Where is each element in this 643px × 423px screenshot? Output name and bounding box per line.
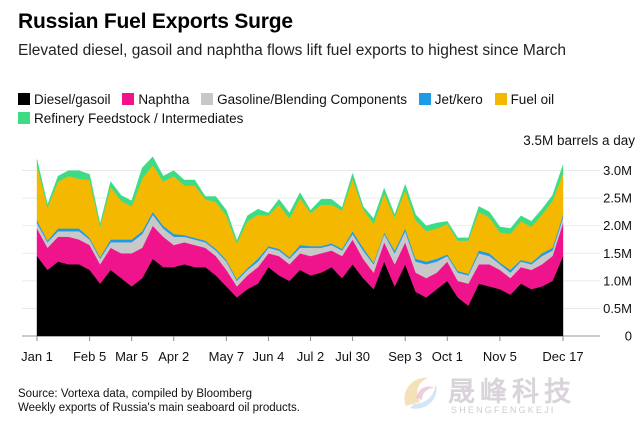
x-tick-label: Jul 2 xyxy=(297,349,324,364)
legend-label-diesel: Diesel/gasoil xyxy=(34,92,111,107)
watermark-subtext: SHENGFENGKEJI xyxy=(451,405,556,415)
y-tick-labels: 0 0.5M 1.0M 1.5M 2.0M 2.5M 3.0M xyxy=(603,163,632,343)
x-tick-label: Nov 5 xyxy=(483,349,517,364)
legend-item-diesel: Diesel/gasoil xyxy=(18,90,111,109)
x-tick-label: Jan 1 xyxy=(21,349,53,364)
x-tick-label: Mar 5 xyxy=(115,349,148,364)
legend-swatch-fuel-oil xyxy=(494,93,507,105)
x-tick-label: Oct 1 xyxy=(432,349,463,364)
x-tick-labels: Jan 1 Feb 5 Mar 5 Apr 2 May 7 Jun 4 Jul 2 Jul 3… xyxy=(21,336,584,364)
x-tick-label: Jul 30 xyxy=(335,349,370,364)
watermark-text: 晟峰科技 xyxy=(448,377,576,408)
legend-swatch-gasoline xyxy=(201,93,214,105)
x-tick-label: Apr 2 xyxy=(158,349,189,364)
y-tick-label: 1.5M xyxy=(603,246,632,261)
source-note: Source: Vortexa data, compiled by Bloomb… xyxy=(18,387,300,415)
x-tick-label: Dec 17 xyxy=(542,349,583,364)
watermark-swirl-icon xyxy=(404,377,437,409)
legend-item-jet: Jet/kero xyxy=(418,90,483,109)
y-tick-label: 1.0M xyxy=(603,273,632,288)
legend: Diesel/gasoil Naphtha Gasoline/Blending … xyxy=(18,90,618,128)
legend-label-jet: Jet/kero xyxy=(434,92,483,107)
legend-swatch-naphtha xyxy=(122,93,135,105)
series-area-feedstock xyxy=(36,156,564,244)
x-tick-label: Sep 3 xyxy=(388,349,422,364)
chart-title: Russian Fuel Exports Surge xyxy=(18,10,293,33)
legend-swatch-feedstock xyxy=(18,112,30,124)
y-tick-label: 0.5M xyxy=(603,301,632,316)
legend-label-fuel-oil: Fuel oil xyxy=(510,92,555,107)
legend-item-naphtha: Naphtha xyxy=(122,90,189,109)
y-tick-label: 2.5M xyxy=(603,191,632,206)
x-tick-label: Feb 5 xyxy=(73,349,106,364)
chart-subtitle: Elevated diesel, gasoil and naphtha flow… xyxy=(18,42,566,59)
watermark-logo: 晟峰科技 SHENGFENGKEJI xyxy=(396,368,636,420)
x-tick-label: May 7 xyxy=(209,349,244,364)
legend-label-gasoline: Gasoline/Blending Components xyxy=(217,92,407,107)
series-areas xyxy=(36,156,564,337)
legend-item-fuel-oil: Fuel oil xyxy=(494,90,555,109)
y-axis-unit-label: 3.5M barrels a day xyxy=(523,133,635,148)
legend-label-naphtha: Naphtha xyxy=(138,92,190,107)
x-tick-label: Jun 4 xyxy=(253,349,285,364)
y-tick-label: 3.0M xyxy=(603,163,632,178)
source-line: Source: Vortexa data, compiled by Bloomb… xyxy=(18,388,252,400)
legend-swatch-jet xyxy=(418,93,431,105)
source-description: Weekly exports of Russia's main seaboard… xyxy=(18,402,300,414)
legend-swatch-diesel xyxy=(18,93,30,105)
legend-label-feedstock: Refinery Feedstock / Intermediates xyxy=(34,111,244,126)
y-tick-label: 0 xyxy=(625,329,632,344)
legend-item-gasoline: Gasoline/Blending Components xyxy=(201,90,407,109)
y-tick-label: 2.0M xyxy=(603,218,632,233)
legend-item-feedstock: Refinery Feedstock / Intermediates xyxy=(18,109,243,128)
